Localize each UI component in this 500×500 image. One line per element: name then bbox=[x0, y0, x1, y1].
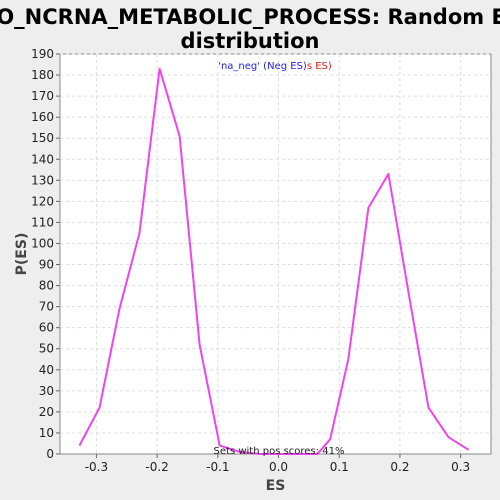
y-tick-label: 50 bbox=[39, 342, 54, 356]
legend-neg-label: 'na_neg' (Neg ES) bbox=[218, 61, 307, 72]
y-axis-ticks: 0 10 20 30 40 50 60 70 80 90 100 110 120 130 140 150 160… bbox=[31, 47, 60, 461]
y-tick-label: 0 bbox=[46, 447, 54, 461]
y-tick-label: 110 bbox=[31, 215, 54, 229]
y-tick-label: 60 bbox=[39, 321, 54, 335]
es-distribution-line bbox=[78, 67, 470, 455]
y-tick-label: 10 bbox=[39, 426, 54, 440]
pos-scores-annotation: Sets with pos scores: 41% bbox=[214, 446, 345, 457]
x-tick-label: -0.2 bbox=[145, 460, 168, 474]
legend: 'na_neg' (Neg ES)s ES) bbox=[218, 61, 332, 72]
y-tick-label: 30 bbox=[39, 384, 54, 398]
x-tick-label: 0.1 bbox=[330, 460, 349, 474]
y-tick-label: 130 bbox=[31, 173, 54, 187]
x-tick-label: -0.1 bbox=[206, 460, 229, 474]
y-tick-label: 40 bbox=[39, 363, 54, 377]
grid bbox=[60, 53, 491, 454]
plot-area bbox=[59, 53, 492, 455]
y-axis-label: P(ES) bbox=[14, 233, 30, 276]
y-tick-label: 150 bbox=[31, 131, 54, 145]
y-tick-label: 20 bbox=[39, 405, 54, 419]
y-tick-label: 90 bbox=[39, 258, 54, 272]
x-tick-label: 0.0 bbox=[269, 460, 288, 474]
x-tick-label: 0.2 bbox=[390, 460, 409, 474]
x-tick-label: -0.3 bbox=[85, 460, 108, 474]
y-tick-label: 80 bbox=[39, 279, 54, 293]
chart-title-line1: GO_NCRNA_METABOLIC_PROCESS: Random ES bbox=[0, 5, 500, 29]
y-tick-label: 160 bbox=[31, 110, 54, 124]
y-tick-label: 100 bbox=[31, 236, 54, 250]
series-group bbox=[78, 67, 470, 455]
y-tick-label: 180 bbox=[31, 68, 54, 82]
y-tick-label: 120 bbox=[31, 194, 54, 208]
y-tick-label: 70 bbox=[39, 300, 54, 314]
chart-title-line2: distribution bbox=[181, 29, 320, 53]
y-tick-label: 190 bbox=[31, 47, 54, 61]
y-tick-label: 170 bbox=[31, 89, 54, 103]
x-axis-label: ES bbox=[266, 478, 286, 494]
x-tick-label: 0.3 bbox=[451, 460, 470, 474]
x-axis-ticks: -0.3 -0.2 -0.1 0.0 0.1 0.2 0.3 bbox=[85, 454, 470, 474]
legend-pos-label: s ES) bbox=[307, 61, 332, 72]
y-tick-label: 140 bbox=[31, 152, 54, 166]
